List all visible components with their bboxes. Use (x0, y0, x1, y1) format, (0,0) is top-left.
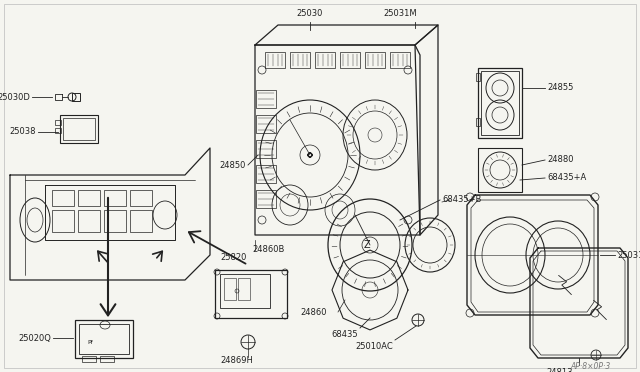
Text: 68435+A: 68435+A (547, 173, 586, 183)
Text: 24813: 24813 (547, 368, 573, 372)
Bar (256, 190, 276, 208)
Text: 24860: 24860 (300, 308, 326, 317)
Bar (100, 356, 114, 362)
Text: 24880: 24880 (547, 155, 573, 164)
Bar (215, 270, 287, 318)
Text: 25030: 25030 (297, 9, 323, 18)
Bar (256, 165, 276, 183)
Bar (60, 115, 98, 143)
Bar (52, 190, 74, 206)
Bar (481, 71, 519, 135)
Bar (315, 52, 335, 68)
Text: 68435: 68435 (332, 330, 358, 339)
Bar (365, 52, 385, 68)
Bar (256, 140, 276, 158)
Bar (130, 210, 152, 232)
Bar (478, 148, 522, 192)
Text: Z: Z (364, 240, 371, 250)
Bar (220, 274, 270, 308)
Bar (478, 68, 522, 138)
Bar (75, 320, 133, 358)
Bar (55, 128, 61, 133)
Bar (290, 52, 310, 68)
Bar (52, 210, 74, 232)
Bar (78, 210, 100, 232)
Bar (476, 73, 480, 81)
Bar (104, 210, 126, 232)
Bar (238, 278, 250, 300)
Text: 25030D: 25030D (0, 93, 30, 102)
Bar (256, 90, 276, 108)
Text: 68435+B: 68435+B (442, 196, 481, 205)
Bar (82, 356, 96, 362)
Bar (256, 115, 276, 133)
Bar (476, 118, 480, 126)
Text: 25820: 25820 (220, 253, 246, 262)
Bar (72, 93, 80, 101)
Bar (224, 278, 236, 300)
Text: 25038: 25038 (10, 128, 36, 137)
Text: 24850: 24850 (220, 160, 246, 170)
Text: 25031M: 25031M (383, 9, 417, 18)
Text: 25020Q: 25020Q (18, 334, 51, 343)
Bar (104, 190, 126, 206)
Bar (79, 324, 129, 354)
Text: 24869H: 24869H (220, 356, 253, 365)
Text: 25031: 25031 (617, 250, 640, 260)
Text: 25010AC: 25010AC (355, 342, 393, 351)
Bar (63, 118, 95, 140)
Bar (78, 190, 100, 206)
Text: AP·8×0P·3: AP·8×0P·3 (570, 362, 611, 371)
Bar (390, 52, 410, 68)
Text: 24860B: 24860B (252, 245, 284, 254)
Text: 24855: 24855 (547, 83, 573, 93)
Bar (340, 52, 360, 68)
Bar (130, 190, 152, 206)
Bar (55, 120, 61, 125)
Bar (265, 52, 285, 68)
Text: Pf: Pf (87, 340, 93, 344)
